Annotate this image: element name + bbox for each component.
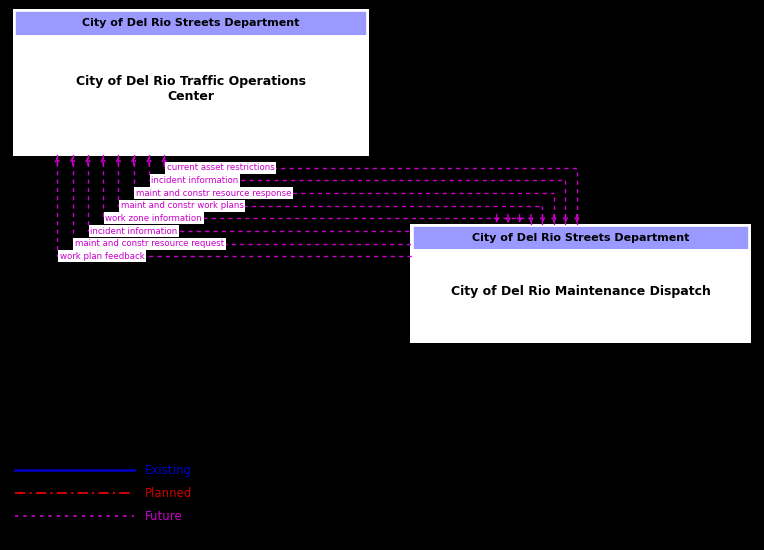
Text: City of Del Rio Streets Department: City of Del Rio Streets Department [472, 233, 689, 243]
Text: Planned: Planned [145, 487, 193, 500]
Bar [13, 9, 369, 156]
Text: Existing: Existing [145, 464, 193, 477]
Text: current asset restrictions: current asset restrictions [167, 163, 274, 172]
Text: maint and constr resource request: maint and constr resource request [75, 239, 224, 248]
Bar [15, 36, 367, 154]
Bar [413, 250, 749, 341]
Text: work zone information: work zone information [105, 214, 202, 223]
Text: work plan feedback: work plan feedback [60, 252, 144, 261]
Text: maint and constr resource response: maint and constr resource response [136, 189, 292, 197]
Text: incident information: incident information [90, 227, 177, 235]
Text: City of Del Rio Streets Department: City of Del Rio Streets Department [83, 18, 299, 29]
Bar [15, 11, 367, 36]
Bar [410, 224, 751, 343]
Text: City of Del Rio Maintenance Dispatch: City of Del Rio Maintenance Dispatch [451, 284, 711, 298]
Text: Future: Future [145, 510, 183, 523]
Text: incident information: incident information [151, 176, 238, 185]
Text: maint and constr work plans: maint and constr work plans [121, 201, 244, 210]
Bar [413, 226, 749, 250]
Text: City of Del Rio Traffic Operations
Center: City of Del Rio Traffic Operations Cente… [76, 75, 306, 103]
